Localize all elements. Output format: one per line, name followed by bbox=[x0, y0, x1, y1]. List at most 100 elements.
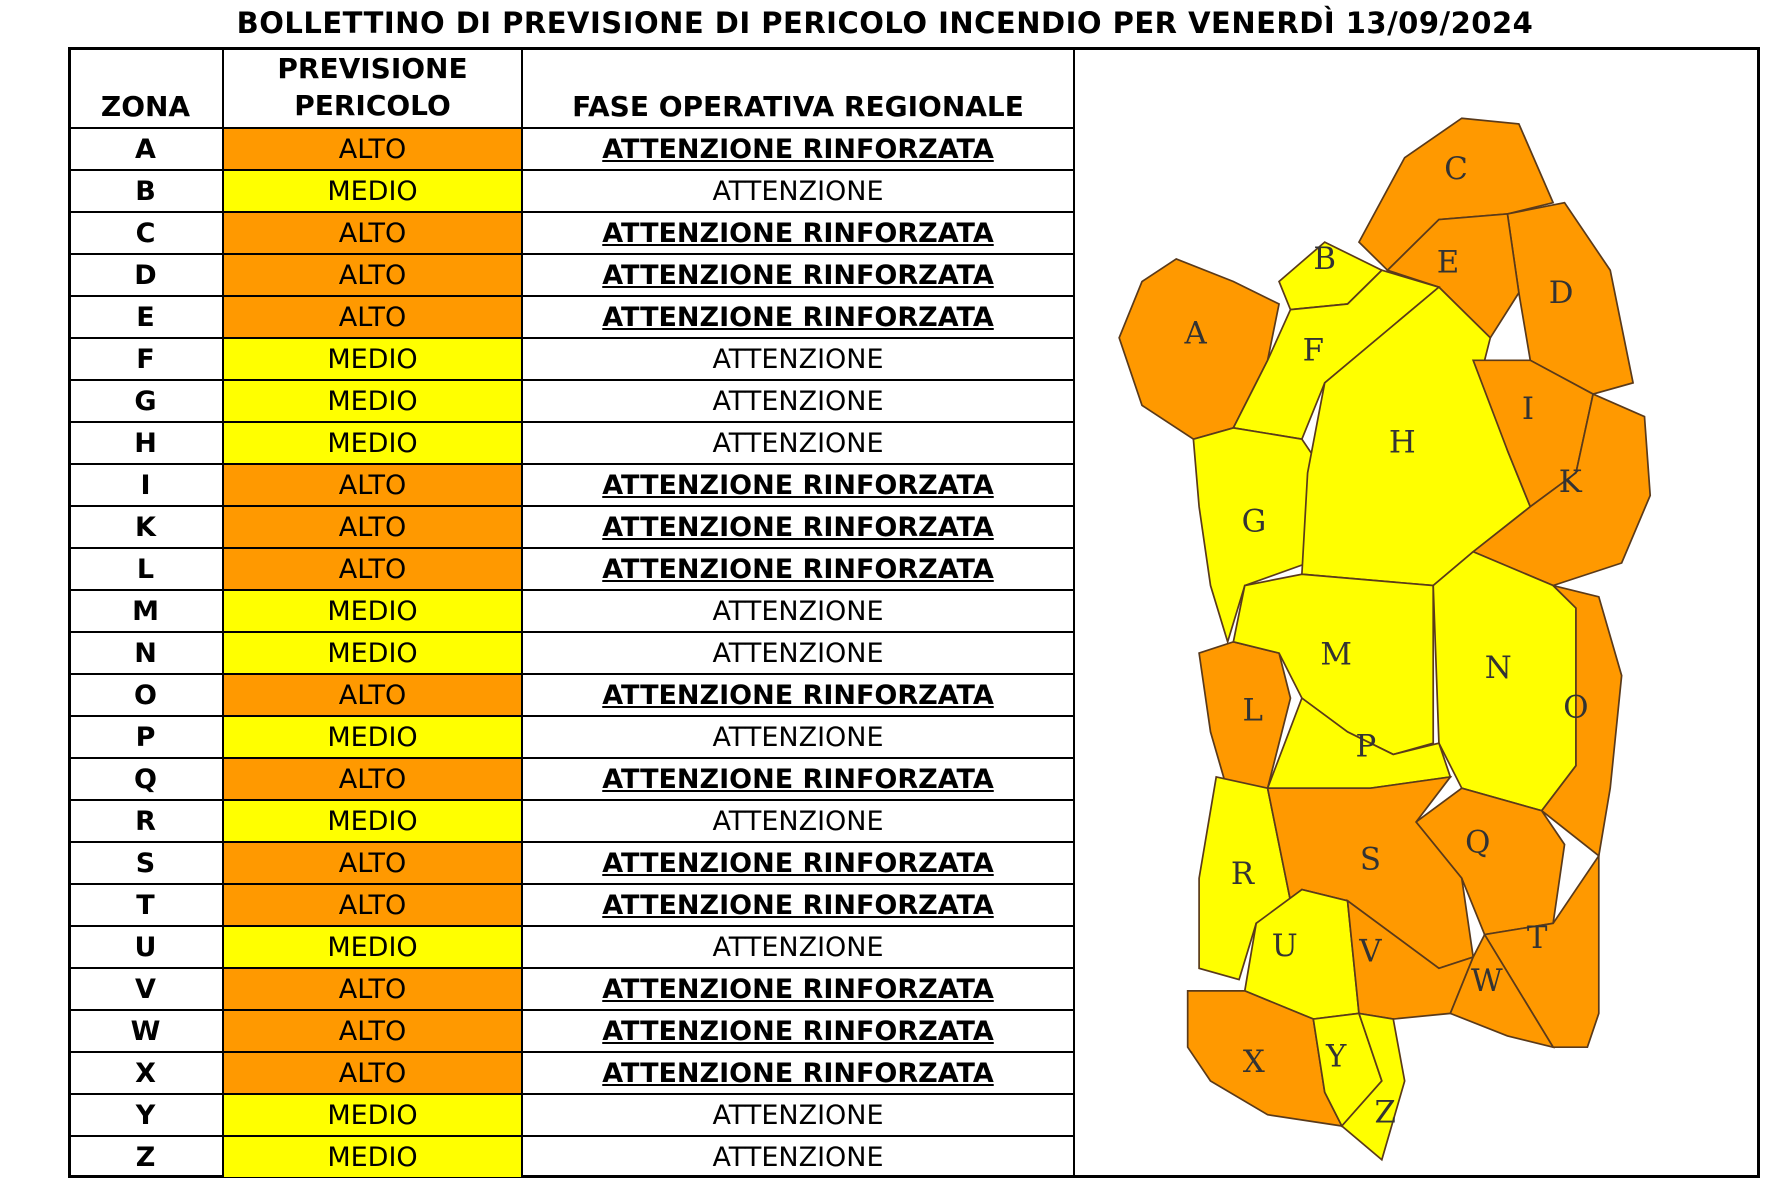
phase-cell: ATTENZIONE RINFORZATA bbox=[522, 674, 1074, 716]
zone-cell: S bbox=[68, 842, 223, 884]
zone-cell: F bbox=[68, 338, 223, 380]
map-label: R bbox=[1231, 857, 1255, 892]
map-label: Y bbox=[1325, 1040, 1347, 1075]
map-label: Z bbox=[1375, 1096, 1396, 1131]
danger-cell: ALTO bbox=[223, 674, 522, 716]
map-label: V bbox=[1358, 935, 1382, 970]
danger-cell: ALTO bbox=[223, 1052, 522, 1094]
map-region bbox=[1340, 1012, 1406, 1162]
phase-cell: ATTENZIONE bbox=[522, 170, 1074, 212]
map-label: U bbox=[1272, 929, 1298, 964]
map-label: P bbox=[1355, 730, 1376, 765]
zone-cell: C bbox=[68, 212, 223, 254]
zone-cell: O bbox=[68, 674, 223, 716]
header-previsione: PREVISIONE PERICOLO bbox=[223, 47, 522, 128]
zone-cell: U bbox=[68, 926, 223, 968]
zone-cell: X bbox=[68, 1052, 223, 1094]
map-label: D bbox=[1549, 276, 1574, 311]
zone-cell: L bbox=[68, 548, 223, 590]
phase-cell: ATTENZIONE RINFORZATA bbox=[522, 842, 1074, 884]
danger-cell: ALTO bbox=[223, 212, 522, 254]
danger-cell: ALTO bbox=[223, 968, 522, 1010]
phase-cell: ATTENZIONE RINFORZATA bbox=[522, 296, 1074, 338]
zone-cell: E bbox=[68, 296, 223, 338]
phase-cell: ATTENZIONE RINFORZATA bbox=[522, 212, 1074, 254]
phase-cell: ATTENZIONE bbox=[522, 590, 1074, 632]
phase-cell: ATTENZIONE bbox=[522, 926, 1074, 968]
map-label: F bbox=[1303, 334, 1324, 369]
map-label: X bbox=[1243, 1045, 1265, 1080]
danger-cell: ALTO bbox=[223, 842, 522, 884]
map-region bbox=[1192, 427, 1326, 645]
danger-cell: MEDIO bbox=[223, 632, 522, 674]
zone-cell: W bbox=[68, 1010, 223, 1052]
map-label: I bbox=[1522, 392, 1534, 427]
danger-cell: ALTO bbox=[223, 1010, 522, 1052]
zone-cell: R bbox=[68, 800, 223, 842]
phase-cell: ATTENZIONE RINFORZATA bbox=[522, 758, 1074, 800]
title: BOLLETTINO DI PREVISIONE DI PERICOLO INC… bbox=[236, 6, 1534, 40]
map-label: W bbox=[1471, 964, 1503, 999]
zone-cell: I bbox=[68, 464, 223, 506]
header-zona: ZONA bbox=[68, 47, 223, 128]
map-region bbox=[1506, 201, 1635, 396]
map-label: S bbox=[1360, 843, 1381, 878]
danger-cell: MEDIO bbox=[223, 1136, 522, 1178]
danger-cell: MEDIO bbox=[223, 170, 522, 212]
zone-cell: V bbox=[68, 968, 223, 1010]
map-label: A bbox=[1184, 317, 1208, 352]
map-label: Q bbox=[1465, 826, 1490, 861]
danger-cell: MEDIO bbox=[223, 338, 522, 380]
zone-cell: P bbox=[68, 716, 223, 758]
zone-cell: M bbox=[68, 590, 223, 632]
danger-cell: MEDIO bbox=[223, 380, 522, 422]
danger-cell: ALTO bbox=[223, 464, 522, 506]
phase-cell: ATTENZIONE bbox=[522, 380, 1074, 422]
map-region bbox=[1414, 787, 1566, 936]
danger-cell: MEDIO bbox=[223, 716, 522, 758]
danger-cell: ALTO bbox=[223, 548, 522, 590]
zone-cell: K bbox=[68, 506, 223, 548]
map-label: T bbox=[1527, 921, 1548, 956]
map-region bbox=[1471, 392, 1652, 587]
phase-cell: ATTENZIONE RINFORZATA bbox=[522, 884, 1074, 926]
zone-cell: N bbox=[68, 632, 223, 674]
phase-cell: ATTENZIONE RINFORZATA bbox=[522, 128, 1074, 170]
table-frame bbox=[68, 47, 1760, 1178]
map-label: B bbox=[1313, 242, 1336, 277]
map-label: C bbox=[1444, 152, 1468, 187]
zone-cell: Z bbox=[68, 1136, 223, 1178]
zone-cell: Q bbox=[68, 758, 223, 800]
map-label: O bbox=[1563, 691, 1588, 726]
danger-cell: ALTO bbox=[223, 128, 522, 170]
phase-cell: ATTENZIONE RINFORZATA bbox=[522, 464, 1074, 506]
map-region bbox=[1118, 258, 1281, 441]
map-label: E bbox=[1437, 246, 1460, 281]
map-cell bbox=[1074, 47, 1760, 1178]
danger-cell: ALTO bbox=[223, 254, 522, 296]
header-fase: FASE OPERATIVA REGIONALE bbox=[522, 47, 1074, 128]
danger-cell: ALTO bbox=[223, 884, 522, 926]
map-label: G bbox=[1242, 505, 1267, 540]
danger-cell: MEDIO bbox=[223, 590, 522, 632]
zone-cell: G bbox=[68, 380, 223, 422]
phase-cell: ATTENZIONE bbox=[522, 338, 1074, 380]
danger-cell: MEDIO bbox=[223, 422, 522, 464]
phase-cell: ATTENZIONE bbox=[522, 800, 1074, 842]
zone-cell: H bbox=[68, 422, 223, 464]
phase-cell: ATTENZIONE bbox=[522, 1136, 1074, 1178]
map-label: L bbox=[1243, 694, 1263, 729]
phase-cell: ATTENZIONE bbox=[522, 632, 1074, 674]
phase-cell: ATTENZIONE RINFORZATA bbox=[522, 968, 1074, 1010]
danger-cell: MEDIO bbox=[223, 800, 522, 842]
phase-cell: ATTENZIONE RINFORZATA bbox=[522, 1052, 1074, 1094]
map-region bbox=[1449, 932, 1555, 1049]
zone-cell: D bbox=[68, 254, 223, 296]
zone-cell: Y bbox=[68, 1094, 223, 1136]
danger-cell: ALTO bbox=[223, 758, 522, 800]
danger-cell: ALTO bbox=[223, 296, 522, 338]
phase-cell: ATTENZIONE RINFORZATA bbox=[522, 548, 1074, 590]
phase-cell: ATTENZIONE bbox=[522, 716, 1074, 758]
zone-cell: T bbox=[68, 884, 223, 926]
phase-cell: ATTENZIONE RINFORZATA bbox=[522, 254, 1074, 296]
